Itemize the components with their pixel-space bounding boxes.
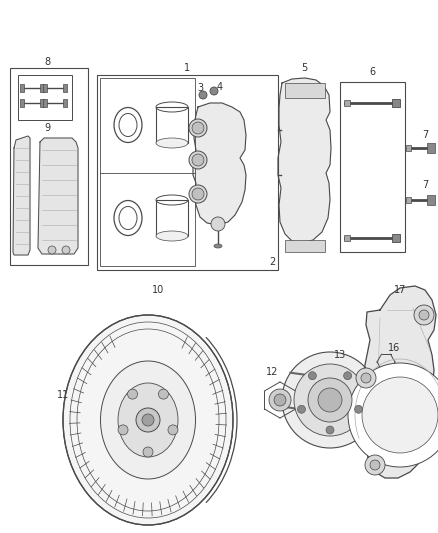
Circle shape (136, 408, 160, 432)
Text: 10: 10 (152, 285, 164, 295)
Bar (344, 235, 350, 241)
Bar (340, 82, 405, 252)
Circle shape (344, 372, 352, 379)
Bar (20, 99, 24, 107)
Circle shape (210, 87, 218, 95)
Bar (97, 75, 278, 270)
Text: 17: 17 (394, 285, 406, 295)
Circle shape (211, 217, 225, 231)
Ellipse shape (100, 361, 195, 479)
Circle shape (274, 394, 286, 406)
Circle shape (361, 373, 371, 383)
Circle shape (365, 455, 385, 475)
Text: 15: 15 (299, 380, 311, 390)
Circle shape (362, 377, 438, 453)
Polygon shape (364, 286, 436, 478)
Bar (344, 100, 350, 106)
Bar (285, 240, 325, 252)
Polygon shape (278, 78, 331, 243)
Circle shape (326, 426, 334, 434)
Circle shape (297, 405, 305, 413)
Text: 9: 9 (44, 123, 50, 133)
Bar (285, 83, 325, 98)
Circle shape (192, 154, 204, 166)
Polygon shape (13, 136, 30, 255)
Polygon shape (38, 138, 78, 254)
Circle shape (282, 352, 378, 448)
Bar (40, 84, 44, 92)
Bar (63, 99, 67, 107)
Circle shape (348, 363, 438, 467)
Circle shape (192, 188, 204, 200)
Ellipse shape (189, 185, 207, 203)
Circle shape (199, 91, 207, 99)
Ellipse shape (189, 119, 207, 137)
Circle shape (118, 425, 128, 435)
Bar (156, 200, 188, 236)
Circle shape (308, 378, 352, 422)
Circle shape (419, 310, 429, 320)
Text: 8: 8 (44, 57, 50, 67)
Bar (427, 195, 435, 205)
Bar (156, 107, 188, 143)
Text: 12: 12 (266, 367, 278, 377)
Bar (392, 99, 400, 107)
Circle shape (294, 364, 366, 436)
Bar (10, 68, 88, 265)
Bar (20, 84, 24, 92)
Circle shape (356, 368, 376, 388)
Bar (18, 75, 72, 120)
Ellipse shape (214, 244, 222, 248)
Bar (100, 78, 195, 266)
Ellipse shape (63, 315, 233, 525)
Bar (43, 99, 47, 107)
Text: 11: 11 (57, 390, 69, 400)
Ellipse shape (118, 383, 178, 457)
Text: 2: 2 (269, 257, 275, 267)
Circle shape (308, 372, 316, 379)
Circle shape (269, 389, 291, 411)
Text: 7: 7 (422, 180, 428, 190)
Ellipse shape (156, 231, 188, 241)
Circle shape (192, 122, 204, 134)
Circle shape (142, 414, 154, 426)
Circle shape (62, 246, 70, 254)
Bar (392, 234, 400, 242)
Text: 3: 3 (197, 83, 203, 93)
Circle shape (168, 425, 178, 435)
Circle shape (370, 460, 380, 470)
Bar (43, 84, 47, 92)
Ellipse shape (189, 151, 207, 169)
Bar (40, 99, 44, 107)
Bar (63, 84, 67, 92)
Bar (427, 143, 435, 153)
Circle shape (48, 246, 56, 254)
Text: 16: 16 (388, 343, 400, 353)
Text: 1: 1 (184, 63, 190, 73)
Bar (406, 145, 411, 151)
Text: 6: 6 (369, 67, 375, 77)
Circle shape (354, 405, 363, 413)
Text: 13: 13 (334, 350, 346, 360)
Circle shape (159, 389, 169, 399)
Text: 4: 4 (217, 82, 223, 92)
Circle shape (414, 305, 434, 325)
Circle shape (143, 447, 153, 457)
Polygon shape (193, 103, 246, 225)
Ellipse shape (156, 138, 188, 148)
Bar (406, 197, 411, 203)
Circle shape (127, 389, 138, 399)
Circle shape (318, 388, 342, 412)
Text: 5: 5 (301, 63, 307, 73)
Text: 7: 7 (422, 130, 428, 140)
